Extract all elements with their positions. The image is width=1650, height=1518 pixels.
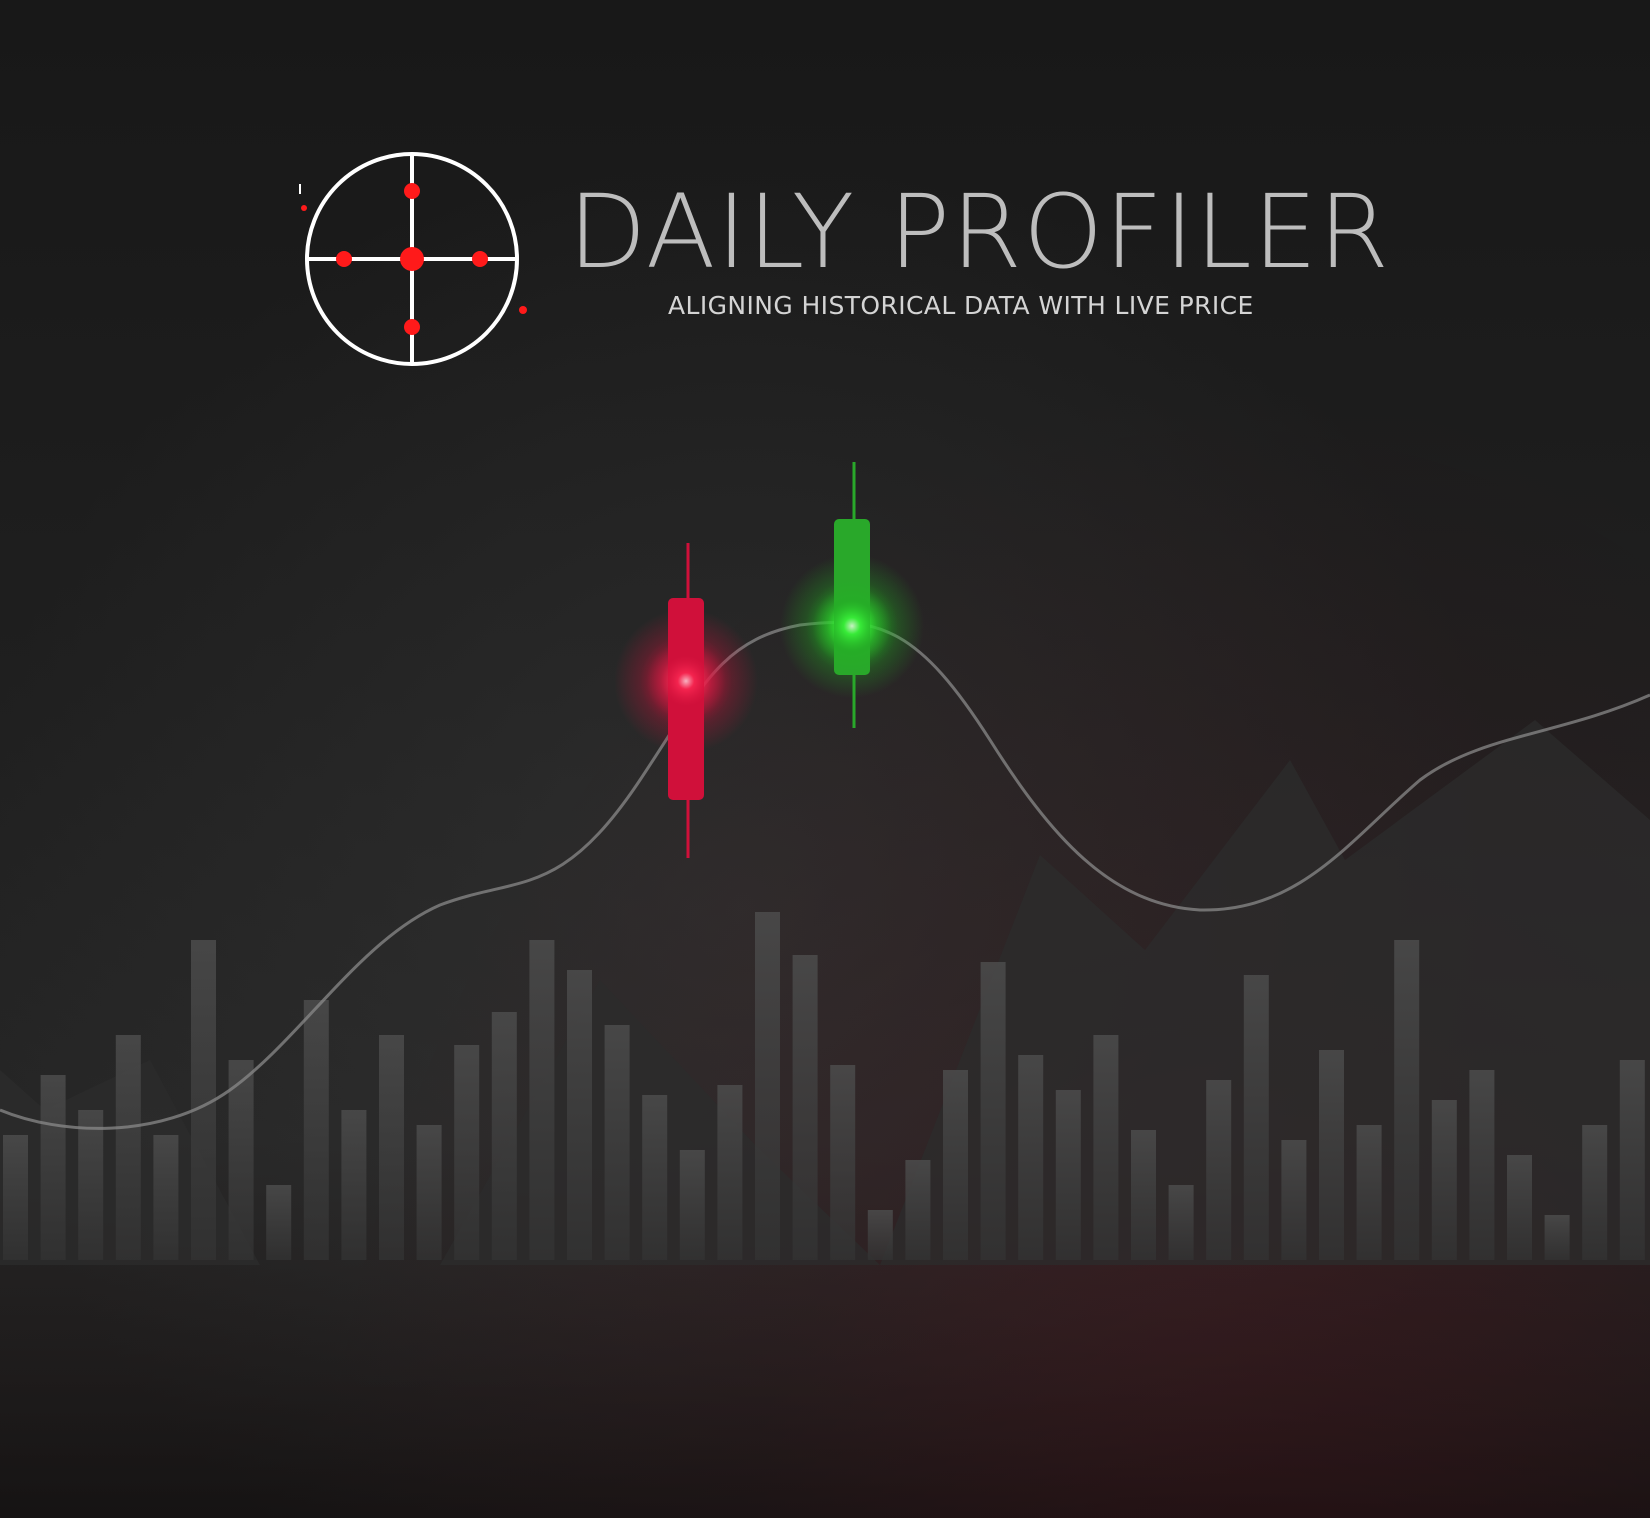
volume-bar: [1394, 940, 1420, 1260]
volume-bar: [604, 1025, 630, 1260]
volume-bar: [1243, 975, 1269, 1260]
volume-bar: [1131, 1130, 1156, 1260]
volume-bar: [1582, 1125, 1608, 1260]
volume-bar: [1055, 1090, 1081, 1260]
volume-bar: [78, 1110, 104, 1260]
volume-bar: [980, 962, 1006, 1260]
volume-bar: [454, 1045, 480, 1260]
volume-bar: [379, 1035, 404, 1260]
crosshair-target-icon: [299, 152, 527, 366]
brand-tagline: ALIGNING HISTORICAL DATA WITH LIVE PRICE: [668, 291, 1254, 320]
volume-bar: [830, 1065, 856, 1260]
volume-bar: [416, 1125, 442, 1260]
volume-bar: [1469, 1070, 1495, 1260]
volume-bar: [115, 1035, 141, 1260]
volume-bar: [867, 1210, 893, 1260]
volume-bar: [679, 1150, 705, 1260]
volume-bar: [228, 1060, 254, 1260]
volume-bar: [1018, 1055, 1044, 1260]
volume-bar: [491, 1012, 517, 1260]
bearish-candle: [614, 543, 758, 858]
volume-bar: [1168, 1185, 1194, 1260]
volume-bar: [1281, 1140, 1307, 1260]
volume-bar: [341, 1110, 367, 1260]
volume-bar: [266, 1185, 292, 1260]
volume-bar: [717, 1085, 743, 1260]
volume-bar: [905, 1160, 931, 1260]
volume-bar: [153, 1135, 179, 1260]
volume-bar: [1356, 1125, 1382, 1260]
volume-bar: [1206, 1080, 1232, 1260]
floor-shadow: [0, 1260, 1650, 1518]
volume-bar: [1544, 1215, 1570, 1260]
volume-bar: [529, 940, 555, 1260]
volume-bar: [792, 955, 818, 1260]
volume-bars: [3, 912, 1645, 1260]
brand-title: DAILY PROFILER: [568, 173, 1391, 292]
volume-bar: [567, 970, 592, 1260]
volume-bar: [1093, 1035, 1119, 1260]
volume-bar: [1507, 1155, 1532, 1260]
volume-bar: [303, 1000, 329, 1260]
volume-bar: [40, 1075, 66, 1260]
volume-bar: [943, 1070, 968, 1260]
bullish-candle: [780, 462, 924, 728]
volume-bar: [3, 1135, 28, 1260]
volume-bar: [1431, 1100, 1457, 1260]
volume-bar: [1319, 1050, 1344, 1260]
volume-bar: [1619, 1060, 1645, 1260]
volume-bar: [755, 912, 780, 1260]
volume-bar: [642, 1095, 668, 1260]
